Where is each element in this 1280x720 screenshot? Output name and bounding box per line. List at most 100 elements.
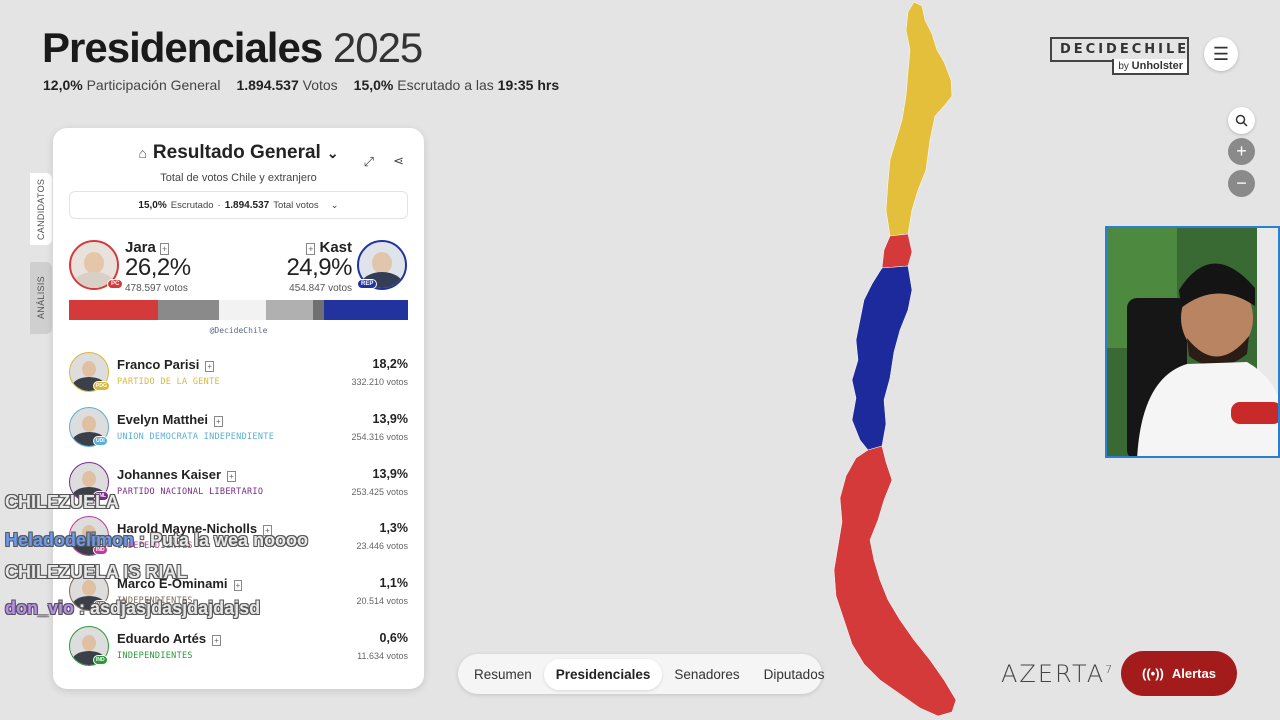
kast-name: Kast: [319, 239, 352, 256]
nav-tab-presidenciales[interactable]: Presidenciales: [543, 658, 663, 690]
result-bar-segment: [219, 300, 267, 320]
chat-text: CHILEZUELA IS RIAL: [5, 562, 188, 582]
map-region-north[interactable]: [885, 1, 953, 237]
scrut-summary-dropdown[interactable]: 15,0% Escrutado · 1.894.537 Total votos …: [69, 191, 408, 219]
party-badge: IND: [93, 600, 108, 611]
avatar-head: [84, 252, 104, 274]
scrut-box-value: 15,0%: [138, 199, 167, 211]
result-bar-segment: [323, 300, 408, 320]
plus-square-icon: +: [212, 635, 221, 646]
avatar-jara[interactable]: [69, 240, 119, 290]
alerts-button[interactable]: ((•)) Alertas: [1121, 651, 1237, 696]
hamburger-icon: ☰: [1212, 43, 1230, 64]
title-year: 2025: [332, 24, 423, 71]
scrut-label: Escrutado a las: [397, 77, 494, 93]
plus-square-icon: +: [233, 580, 243, 592]
candidate-pct: 18,2%: [372, 357, 408, 371]
candidate-pct-kast: 24,9%: [286, 254, 352, 281]
plus-icon: +: [1236, 141, 1247, 161]
map-region-center[interactable]: [851, 265, 913, 451]
broadcast-icon: ((•)): [1142, 666, 1164, 681]
chat-user: don_vio: [5, 598, 75, 618]
logo-by-prefix: by: [1118, 61, 1129, 72]
votes-label: Votos: [302, 77, 338, 93]
candidate-name-kast[interactable]: + Kast: [302, 239, 352, 256]
title-main: Presidenciales: [42, 24, 323, 71]
jara-name: Jara: [125, 239, 156, 256]
candidate-row[interactable]: UDI Evelyn Matthei + UNION DEMOCRATA INDEPE…: [69, 406, 408, 451]
avatar-head: [82, 470, 96, 487]
azerta-logo: AZERTA7: [1001, 660, 1115, 688]
chevron-down-icon: ⌄: [326, 145, 339, 161]
scrut-box-separator: ·: [217, 199, 221, 211]
ballot-icon: ⌂: [138, 145, 147, 161]
avatar-head: [82, 525, 96, 542]
candidate-votes-jara: 478.597 votos: [125, 283, 188, 294]
decidechile-logo[interactable]: DECIDECHILE by Unholster: [1050, 37, 1189, 75]
panel-title-dropdown[interactable]: ⌂ Resultado General ⌄: [53, 142, 424, 164]
plus-square-icon: +: [214, 415, 223, 427]
decidechile-handle: @DecideChile: [209, 326, 268, 335]
candidate-row[interactable]: IND Marco E-Ominami + INDEPENDIENTES 1,1% 20.…: [69, 571, 408, 615]
candidate-avatar: [69, 571, 109, 612]
candidate-pct: 13,9%: [372, 466, 408, 481]
avatar-head: [82, 361, 96, 377]
zoom-out-button[interactable]: −: [1228, 170, 1255, 197]
result-bar-segment: [313, 300, 324, 320]
candidate-votes-kast: 454.847 votos: [289, 283, 352, 294]
candidate-row[interactable]: IND Eduardo Artés + INDEPENDIENTES 0,6% 11.63…: [69, 626, 408, 670]
party-badge: IND: [93, 655, 108, 665]
page-title: Presidenciales 2025: [42, 24, 423, 72]
share-icon[interactable]: ⋖: [393, 153, 404, 168]
chat-text: : Puta la wea noooo: [139, 530, 309, 550]
plus-square-icon: +: [159, 243, 170, 255]
candidate-name: Eduardo Artés +: [117, 631, 221, 646]
tab-candidatos[interactable]: CANDIDATOS: [30, 173, 52, 245]
result-bar-segment: [157, 300, 220, 320]
nav-tab-diputados[interactable]: Diputados: [763, 666, 825, 682]
candidate-name: Harold Mayne-Nicholls +: [117, 521, 272, 537]
candidate-votes: 20.514 votos: [356, 596, 408, 607]
plus-square-icon: +: [306, 243, 316, 255]
candidate-name-jara[interactable]: Jara +: [125, 239, 173, 256]
nav-tab-senadores[interactable]: Senadores: [674, 666, 740, 682]
scrut-time: 19:35 hrs: [497, 77, 560, 93]
candidate-party: UNION DEMOCRATA INDEPENDIENTE: [117, 431, 275, 442]
menu-button[interactable]: ☰: [1204, 37, 1238, 71]
candidate-row[interactable]: IND Harold Mayne-Nicholls + INDEPENDIENTES 1…: [69, 516, 408, 560]
participation-label: Participación General: [86, 77, 221, 93]
logo-by: by Unholster: [1112, 59, 1189, 75]
candidate-votes: 11.634 votos: [357, 651, 408, 661]
candidate-pct: 13,9%: [372, 411, 408, 426]
party-badge-rep: REP: [357, 279, 378, 289]
tab-analisis[interactable]: ANÁLISIS: [30, 262, 52, 334]
scrut-value: 15,0%: [353, 77, 394, 93]
chat-message: CHILEZUELA: [5, 492, 119, 513]
candidate-name: Marco E-Ominami +: [117, 576, 243, 592]
party-badge: IND: [93, 545, 108, 556]
chat-message: Heladodelimon : Puta la wea noooo: [5, 530, 308, 551]
candidate-votes: 253.425 votos: [351, 486, 408, 497]
participation-value: 12,0%: [43, 77, 83, 93]
panel-subtitle: Total de votos Chile y extranjero: [160, 172, 317, 184]
candidate-pct: 1,1%: [379, 576, 409, 591]
candidate-votes: 23.446 votos: [356, 541, 408, 552]
candidate-row[interactable]: PDG Franco Parisi + PARTIDO DE LA GENTE 18,2…: [69, 352, 408, 396]
plus-square-icon: +: [227, 470, 236, 482]
candidate-row[interactable]: PNL Johannes Kaiser + PARTIDO NACIONAL LIBE…: [69, 461, 408, 506]
candidate-avatar: [69, 461, 109, 502]
avatar-body: [73, 272, 115, 288]
map-region-south[interactable]: [833, 445, 957, 717]
nav-tab-resumen[interactable]: Resumen: [474, 666, 532, 682]
chat-text: : asdjasjdasjdajdajsd: [79, 598, 261, 618]
chat-user: Heladodelimon: [5, 530, 135, 550]
panel-title: Resultado General: [152, 142, 321, 163]
chat-text: CHILEZUELA: [5, 492, 119, 512]
zoom-in-button[interactable]: +: [1228, 138, 1255, 165]
logo-by-name: Unholster: [1131, 60, 1183, 72]
map-region-central-north[interactable]: [881, 233, 913, 269]
avatar-head: [82, 415, 96, 432]
plus-square-icon: +: [205, 361, 215, 372]
expand-icon[interactable]: ⤢: [363, 154, 374, 169]
map-search-button[interactable]: [1228, 107, 1255, 134]
